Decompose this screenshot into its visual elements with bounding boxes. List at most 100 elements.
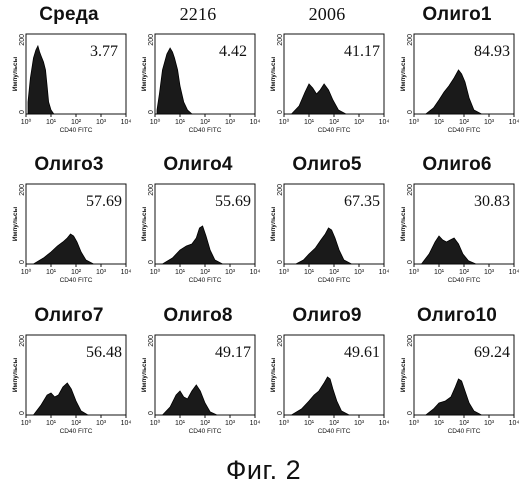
- histogram-area: [426, 70, 482, 114]
- y-tick-label: 0: [277, 260, 284, 264]
- histogram-area: [163, 385, 217, 415]
- x-tick-label: 10¹: [434, 269, 445, 276]
- y-axis-label: Импульсы: [400, 56, 407, 91]
- x-tick-label: 10²: [459, 269, 470, 276]
- x-axis-label: CD40 FITC: [318, 127, 351, 134]
- x-tick-label: 10¹: [304, 420, 315, 427]
- x-tick-label: 10⁴: [250, 269, 261, 276]
- x-tick-label: 10²: [329, 420, 340, 427]
- panel-title: Олиго7: [6, 305, 132, 327]
- histogram-plot: 10⁰10¹10²10³10⁴0200ИмпульсыCD40 FITC57.6…: [6, 174, 132, 292]
- histogram-plot: 10⁰10¹10²10³10⁴0200ИмпульсыCD40 FITC41.1…: [264, 24, 390, 142]
- x-tick-label: 10⁴: [250, 119, 261, 126]
- histogram-plot: 10⁰10¹10²10³10⁴0200ИмпульсыCD40 FITC67.3…: [264, 174, 390, 292]
- percent-value-label: 84.93: [474, 43, 510, 60]
- histogram-panel-4: Олиго110⁰10¹10²10³10⁴0200ИмпульсыCD40 FI…: [394, 2, 520, 150]
- y-tick-label: 0: [19, 110, 26, 114]
- histogram-plot: 10⁰10¹10²10³10⁴0200ИмпульсыCD40 FITC55.6…: [135, 174, 261, 292]
- x-tick-label: 10⁴: [121, 269, 132, 276]
- x-tick-label: 10⁰: [279, 118, 290, 126]
- histogram-area: [296, 228, 352, 264]
- x-tick-label: 10¹: [175, 420, 186, 427]
- y-tick-label: 200: [19, 34, 26, 46]
- y-tick-label: 0: [407, 260, 414, 264]
- panel-title: Олиго4: [135, 154, 261, 176]
- x-tick-label: 10⁴: [379, 269, 390, 276]
- x-tick-label: 10⁰: [409, 118, 420, 126]
- x-tick-label: 10¹: [175, 269, 186, 276]
- histogram-panel-10: Олиго810⁰10¹10²10³10⁴0200ИмпульсыCD40 FI…: [135, 303, 261, 451]
- x-axis-label: CD40 FITC: [189, 277, 222, 284]
- x-tick-label: 10³: [354, 269, 365, 276]
- x-tick-label: 10⁰: [279, 419, 290, 427]
- panel-title: Олиго1: [394, 4, 520, 26]
- histogram-area: [292, 377, 350, 415]
- x-tick-label: 10²: [71, 420, 82, 427]
- x-tick-label: 10²: [200, 119, 211, 126]
- histogram-plot: 10⁰10¹10²10³10⁴0200ИмпульсыCD40 FITC69.2…: [394, 325, 520, 443]
- x-axis-label: CD40 FITC: [60, 127, 93, 134]
- histogram-panel-11: Олиго910⁰10¹10²10³10⁴0200ИмпульсыCD40 FI…: [264, 303, 390, 451]
- y-tick-label: 200: [407, 335, 414, 347]
- histogram-area: [34, 234, 94, 264]
- panel-title: Олиго6: [394, 154, 520, 176]
- x-tick-label: 10¹: [46, 420, 57, 427]
- y-tick-label: 200: [148, 184, 155, 196]
- percent-value-label: 49.61: [344, 344, 380, 361]
- y-tick-label: 200: [148, 34, 155, 46]
- x-tick-label: 10¹: [46, 119, 57, 126]
- x-tick-label: 10⁰: [150, 419, 161, 427]
- histogram-panel-2: 221610⁰10¹10²10³10⁴0200ИмпульсыCD40 FITC…: [135, 2, 261, 150]
- x-tick-label: 10²: [200, 420, 211, 427]
- histogram-area: [426, 379, 482, 415]
- x-tick-label: 10³: [484, 119, 495, 126]
- percent-value-label: 56.48: [86, 344, 122, 361]
- panel-title: Олиго9: [264, 305, 390, 327]
- x-tick-label: 10⁴: [379, 119, 390, 126]
- x-tick-label: 10¹: [175, 119, 186, 126]
- y-tick-label: 200: [277, 184, 284, 196]
- y-axis-label: Импульсы: [12, 206, 19, 241]
- histogram-plot: 10⁰10¹10²10³10⁴0200ИмпульсыCD40 FITC49.1…: [135, 325, 261, 443]
- histogram-panel-8: Олиго610⁰10¹10²10³10⁴0200ИмпульсыCD40 FI…: [394, 152, 520, 300]
- y-axis-label: Импульсы: [12, 357, 19, 392]
- x-tick-label: 10³: [225, 420, 236, 427]
- percent-value-label: 49.17: [215, 344, 251, 361]
- y-tick-label: 0: [407, 110, 414, 114]
- x-tick-label: 10⁰: [21, 419, 32, 427]
- y-tick-label: 200: [407, 184, 414, 196]
- x-tick-label: 10²: [329, 119, 340, 126]
- y-axis-label: Импульсы: [141, 56, 148, 91]
- x-tick-label: 10²: [329, 269, 340, 276]
- x-tick-label: 10¹: [304, 269, 315, 276]
- histogram-grid: Среда10⁰10¹10²10³10⁴0200ИмпульсыCD40 FIT…: [0, 0, 527, 460]
- x-tick-label: 10⁴: [250, 420, 261, 427]
- x-tick-label: 10⁴: [509, 119, 520, 126]
- x-tick-label: 10⁰: [21, 268, 32, 276]
- histogram-plot: 10⁰10¹10²10³10⁴0200ИмпульсыCD40 FITC4.42: [135, 24, 261, 142]
- x-tick-label: 10⁴: [509, 420, 520, 427]
- x-tick-label: 10³: [484, 269, 495, 276]
- panel-title: Среда: [6, 4, 132, 26]
- y-tick-label: 0: [19, 411, 26, 415]
- histogram-plot: 10⁰10¹10²10³10⁴0200ИмпульсыCD40 FITC30.8…: [394, 174, 520, 292]
- percent-value-label: 69.24: [474, 344, 510, 361]
- x-tick-label: 10¹: [304, 119, 315, 126]
- x-tick-label: 10²: [459, 119, 470, 126]
- histogram-area: [157, 48, 192, 114]
- y-axis-label: Импульсы: [270, 357, 277, 392]
- y-tick-label: 200: [19, 335, 26, 347]
- panel-title: 2006: [264, 4, 390, 25]
- x-tick-label: 10⁴: [379, 420, 390, 427]
- percent-value-label: 41.17: [344, 43, 380, 60]
- histogram-plot: 10⁰10¹10²10³10⁴0200ИмпульсыCD40 FITC84.9…: [394, 24, 520, 142]
- x-axis-label: CD40 FITC: [448, 428, 481, 435]
- percent-value-label: 57.69: [86, 193, 122, 210]
- histogram-plot: 10⁰10¹10²10³10⁴0200ИмпульсыCD40 FITC49.6…: [264, 325, 390, 443]
- y-tick-label: 200: [19, 184, 26, 196]
- histogram-panel-12: Олиго1010⁰10¹10²10³10⁴0200ИмпульсыCD40 F…: [394, 303, 520, 451]
- x-tick-label: 10²: [71, 119, 82, 126]
- x-tick-label: 10¹: [46, 269, 57, 276]
- histogram-panel-9: Олиго710⁰10¹10²10³10⁴0200ИмпульсыCD40 FI…: [6, 303, 132, 451]
- x-tick-label: 10³: [225, 119, 236, 126]
